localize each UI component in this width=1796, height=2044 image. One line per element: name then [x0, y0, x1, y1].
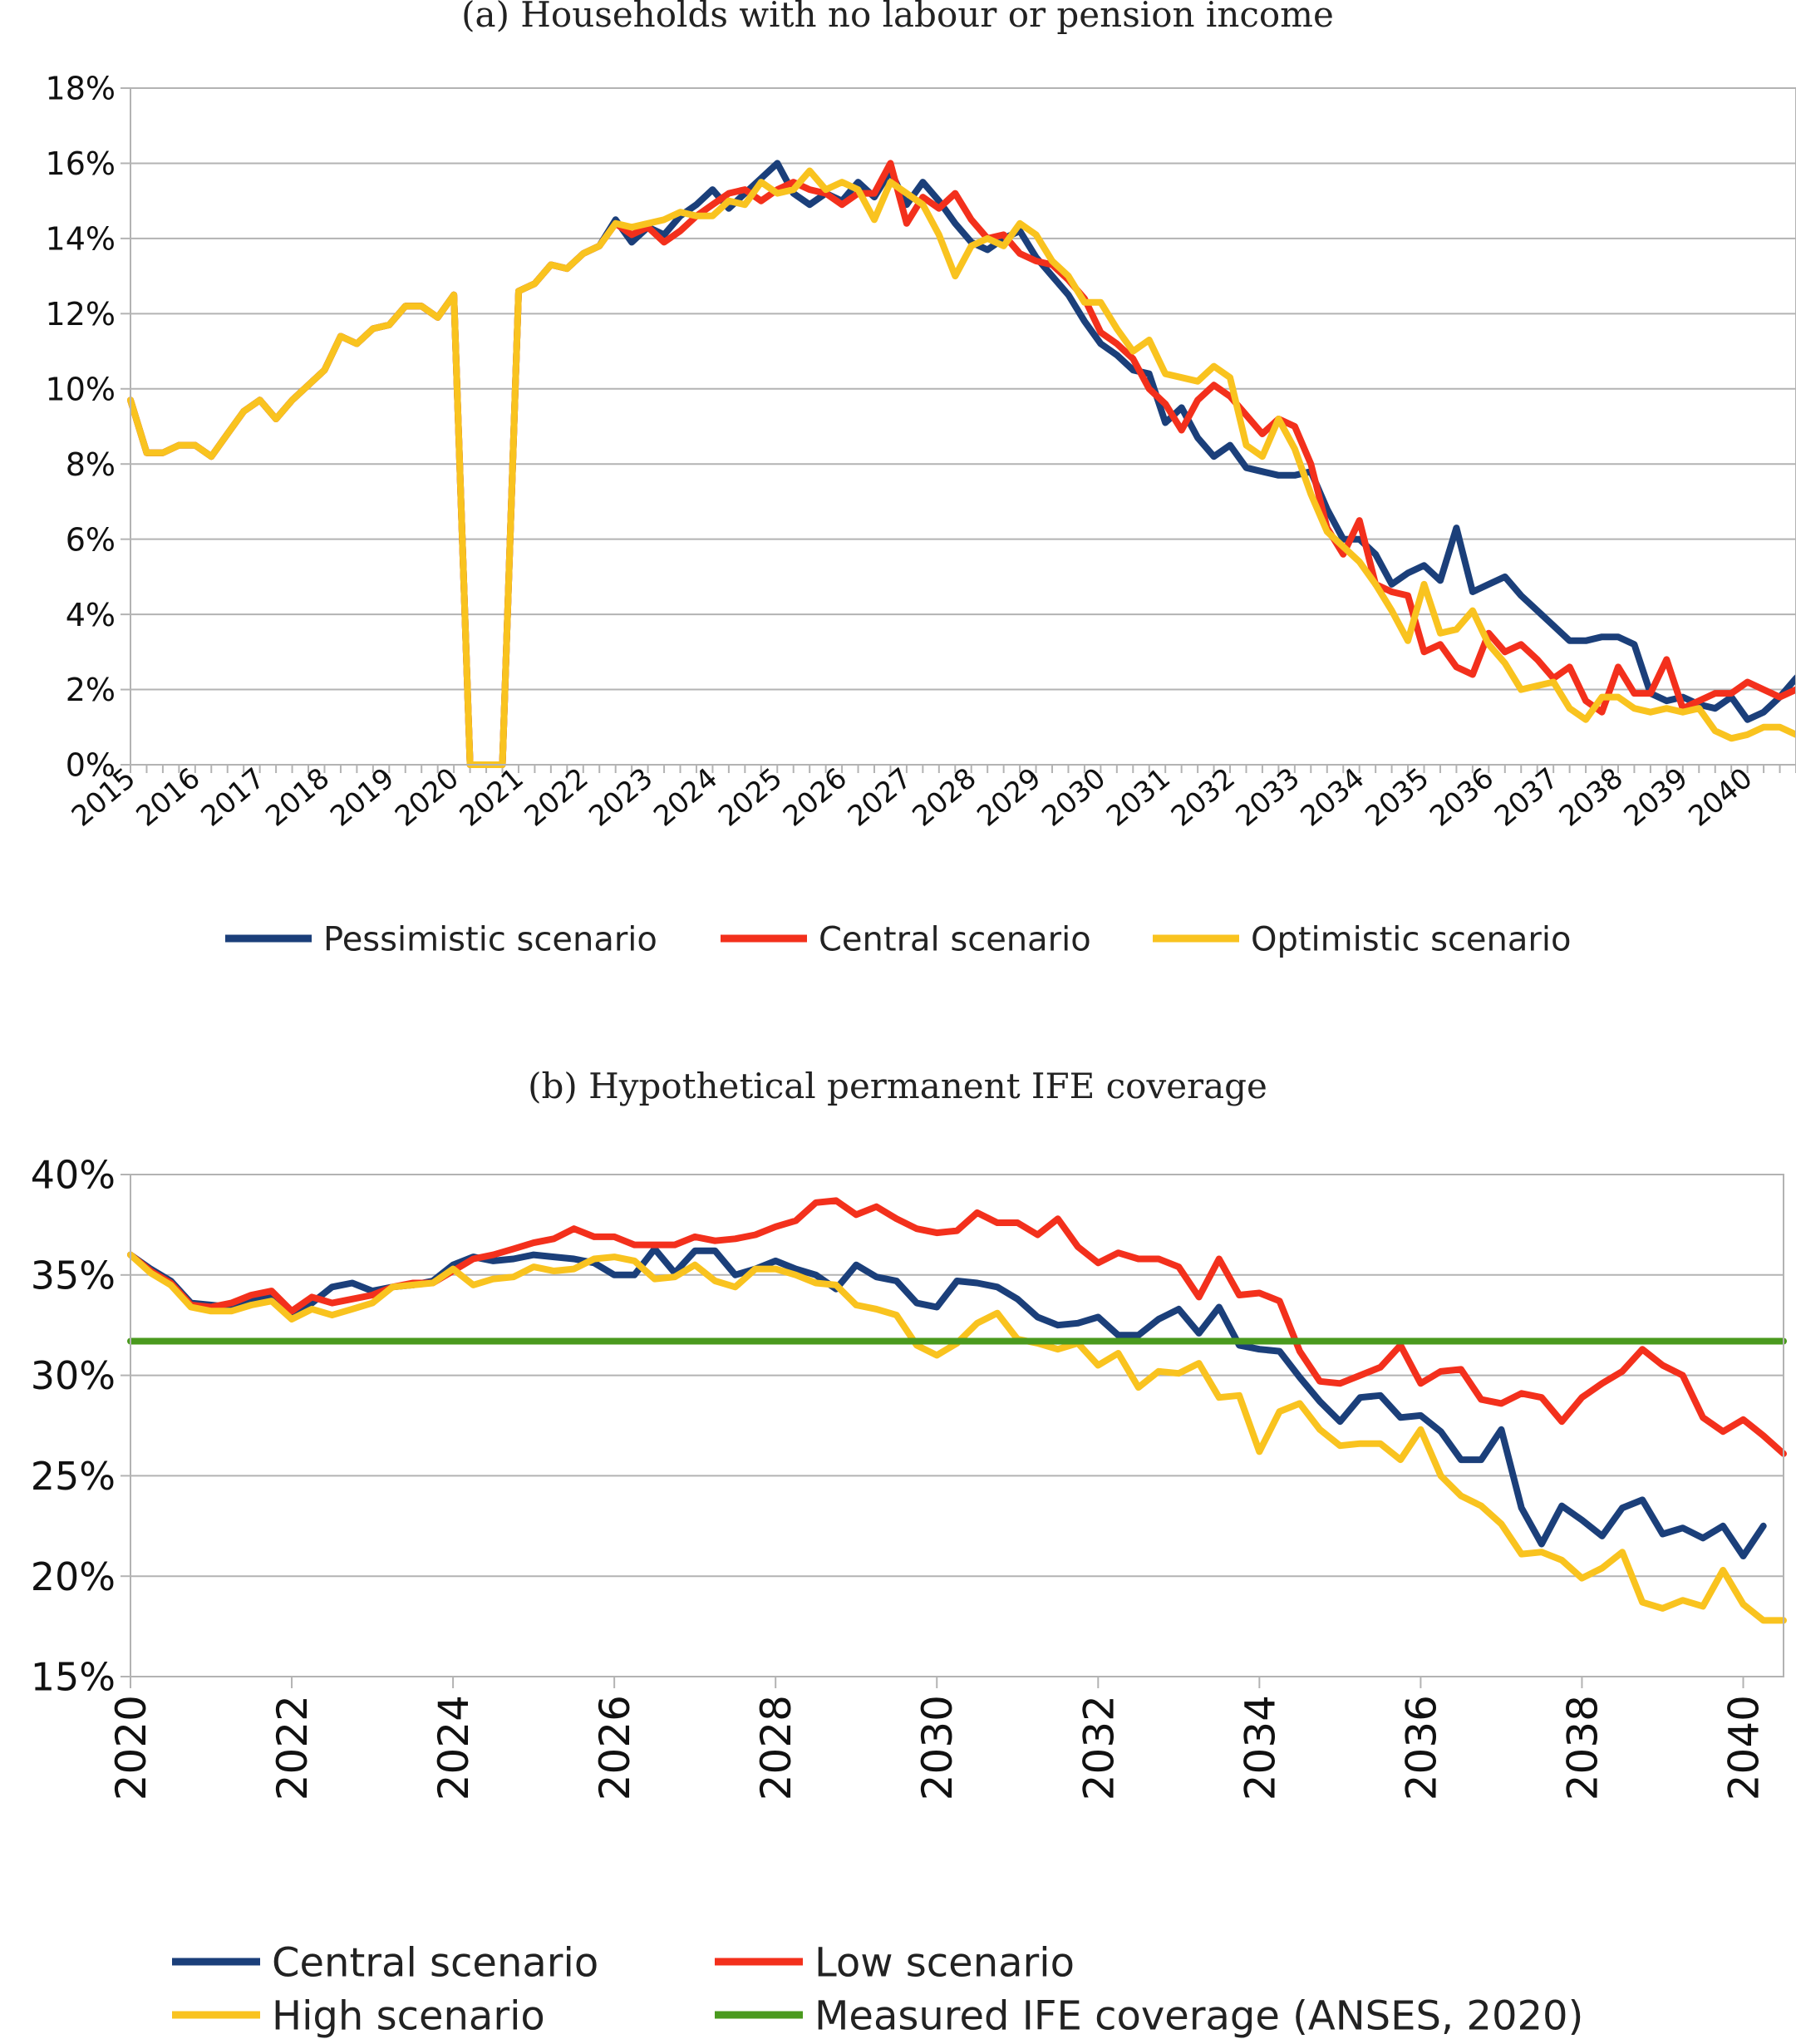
b-y-tick-label: 30%	[31, 1353, 116, 1398]
b-x-tick-label: 2034	[1236, 1695, 1284, 1800]
chart-a-y-axis: 0% 2% 4% 6% 8% 10% 12% 14% 16% 18%	[46, 71, 130, 784]
a-y-tick-label: 14%	[46, 221, 116, 258]
b-plot-frame	[130, 1174, 1784, 1677]
chart-b-frame	[130, 1174, 1784, 1677]
a-y-tick-label: 4%	[66, 597, 116, 633]
a-series-line-3	[127, 167, 1796, 768]
a-y-tick-label: 10%	[46, 371, 116, 407]
b-x-tick-label: 2026	[591, 1695, 639, 1800]
b-x-tick-label: 2020	[107, 1695, 155, 1800]
b-legend-label-4: Measured IFE coverage (ANSES, 2020)	[814, 1992, 1583, 2039]
b-x-tick-label: 2038	[1558, 1695, 1607, 1800]
b-y-tick-label: 15%	[31, 1655, 116, 1700]
chart-b-legend: Central scenario Low scenario High scenari…	[172, 1939, 1583, 2039]
a-y-tick-label: 0%	[66, 747, 116, 784]
a-plot-frame	[130, 87, 1796, 766]
b-y-tick-label: 40%	[31, 1153, 116, 1198]
b-legend-label-2: Low scenario	[814, 1939, 1075, 1986]
a-y-tick-label: 16%	[46, 145, 116, 182]
chart-a-legend: Pessimistic scenario Central scenario Opti…	[225, 920, 1571, 958]
a-y-tick-label: 12%	[46, 296, 116, 332]
chart-a-series	[127, 160, 1796, 768]
chart-a-frame	[130, 87, 1796, 766]
b-y-tick-label: 35%	[31, 1253, 116, 1298]
chart-b-x-axis: 2020 2022 2024 2026 2028 2030 2032 2034 2036 2038…	[107, 1677, 1768, 1800]
chart-a-title: (a) Households with no labour or pension…	[461, 0, 1334, 35]
b-x-tick-label: 2024	[430, 1695, 478, 1800]
chart-a: (a) Households with no labour or pension…	[46, 0, 1796, 958]
chart-b-title: (b) Hypothetical permanent IFE coverage	[528, 1066, 1267, 1106]
a-y-tick-label: 6%	[66, 521, 116, 558]
a-y-tick-label: 18%	[46, 71, 116, 107]
a-y-tick-label: 8%	[66, 446, 116, 483]
b-y-tick-label: 20%	[31, 1554, 116, 1599]
b-y-tick-label: 25%	[31, 1454, 116, 1499]
b-legend-label-1: Central scenario	[272, 1939, 598, 1986]
a-legend-label-1: Pessimistic scenario	[323, 920, 657, 958]
b-legend-label-3: High scenario	[272, 1992, 545, 2039]
b-x-tick-label: 2040	[1720, 1695, 1768, 1800]
a-y-tick-label: 2%	[66, 672, 116, 708]
b-x-tick-label: 2028	[752, 1695, 800, 1800]
a-legend-label-3: Optimistic scenario	[1251, 920, 1571, 958]
a-legend-label-2: Central scenario	[819, 920, 1091, 958]
b-x-tick-label: 2030	[913, 1695, 962, 1800]
b-x-tick-label: 2036	[1397, 1695, 1445, 1800]
chart-b-y-axis: 15% 20% 25% 30% 35% 40%	[31, 1153, 130, 1700]
b-x-tick-label: 2022	[268, 1695, 317, 1800]
chart-a-gridlines	[130, 87, 1796, 766]
chart-b-series	[127, 1197, 1787, 1624]
chart-b: (b) Hypothetical permanent IFE coverage …	[31, 1066, 1787, 2039]
b-x-tick-label: 2032	[1075, 1695, 1123, 1800]
